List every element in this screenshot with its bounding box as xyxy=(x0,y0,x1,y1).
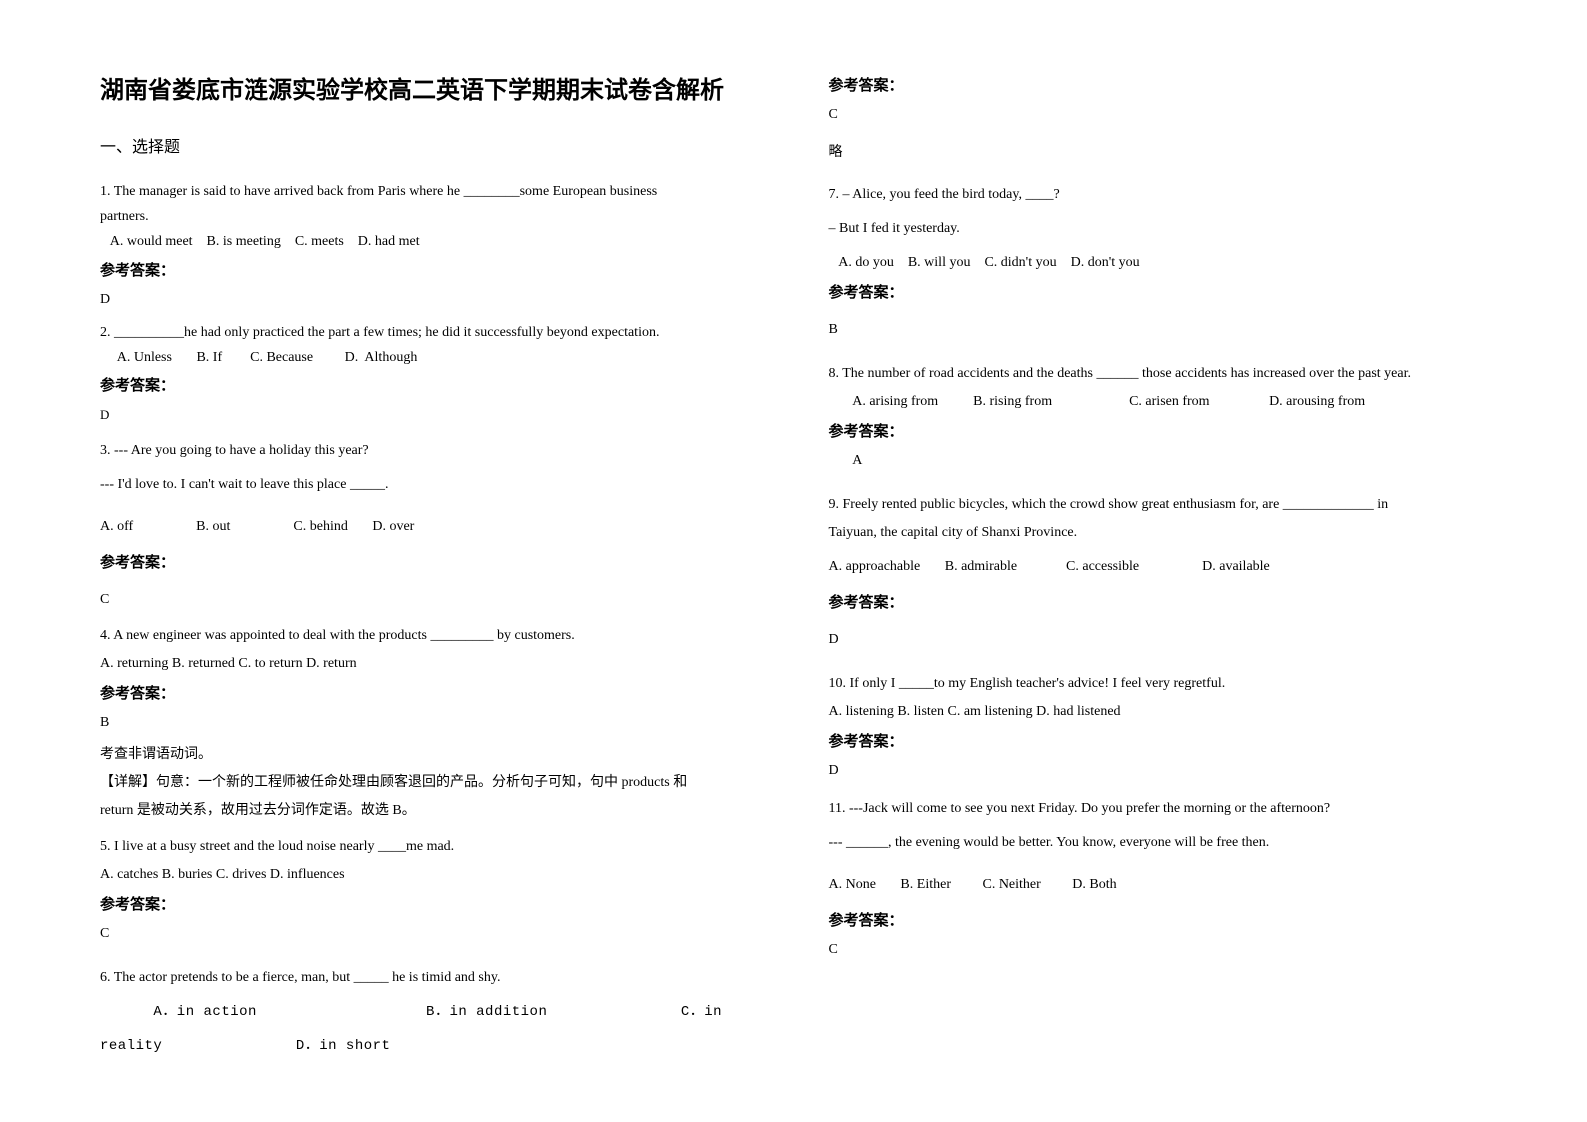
q5-ans: C xyxy=(100,926,769,942)
right-column: 参考答案： C 略 7. – Alice, you feed the bird … xyxy=(829,70,1498,1082)
q4-line1: 4. A new engineer was appointed to deal … xyxy=(100,622,769,650)
q2-ans-label: 参考答案： xyxy=(100,374,769,395)
section-heading: 一、选择题 xyxy=(100,133,769,157)
q4-options: A. returning B. returned C. to return D.… xyxy=(100,650,769,678)
q9-ans: D xyxy=(829,632,1498,648)
page-title: 湖南省娄底市涟源实验学校高二英语下学期期末试卷含解析 xyxy=(100,70,769,105)
q8-line1: 8. The number of road accidents and the … xyxy=(829,360,1498,388)
q5-ans-label: 参考答案： xyxy=(100,893,769,914)
question-2: 2. __________he had only practiced the p… xyxy=(100,320,769,433)
q1-ans: D xyxy=(100,292,769,308)
q11-line1: 11. ---Jack will come to see you next Fr… xyxy=(829,795,1498,823)
q9-ans-label: 参考答案： xyxy=(829,591,1498,612)
q5-line1: 5. I live at a busy street and the loud … xyxy=(100,833,769,861)
q10-ans: D xyxy=(829,763,1498,779)
q2-options: A. Unless B. If C. Because D. Although xyxy=(100,345,769,370)
q11-ans-label: 参考答案： xyxy=(829,909,1498,930)
q2-ans: D xyxy=(100,407,769,423)
q8-ans: A xyxy=(829,453,1498,469)
q7-line1: 7. – Alice, you feed the bird today, ___… xyxy=(829,181,1498,209)
q8-ans-label: 参考答案： xyxy=(829,420,1498,441)
question-10: 10. If only I _____to my English teacher… xyxy=(829,670,1498,789)
q6-options-1: A．in action B．in addition C．in xyxy=(100,998,769,1026)
q1-ans-label: 参考答案： xyxy=(100,259,769,280)
q11-ans: C xyxy=(829,942,1498,958)
q4-ans: B xyxy=(100,715,769,731)
q7-options: A. do you B. will you C. didn't you D. d… xyxy=(829,249,1498,277)
q4-exp3: return 是被动关系，故用过去分词作定语。故选 B。 xyxy=(100,797,769,825)
q3-line1: 3. --- Are you going to have a holiday t… xyxy=(100,437,769,465)
question-8: 8. The number of road accidents and the … xyxy=(829,360,1498,479)
q3-ans-label: 参考答案： xyxy=(100,551,769,572)
q7-line2: – But I fed it yesterday. xyxy=(829,215,1498,243)
q2-line1: 2. __________he had only practiced the p… xyxy=(100,320,769,345)
q4-ans-label: 参考答案： xyxy=(100,682,769,703)
q3-options: A. off B. out C. behind D. over xyxy=(100,513,769,541)
q3-ans: C xyxy=(100,592,769,608)
question-7: 7. – Alice, you feed the bird today, ___… xyxy=(829,181,1498,348)
q8-options: A. arising from B. rising from C. arisen… xyxy=(829,388,1498,416)
q9-line1: 9. Freely rented public bicycles, which … xyxy=(829,491,1498,519)
question-9: 9. Freely rented public bicycles, which … xyxy=(829,491,1498,658)
q10-line1: 10. If only I _____to my English teacher… xyxy=(829,670,1498,698)
q9-line2: Taiyuan, the capital city of Shanxi Prov… xyxy=(829,519,1498,547)
q6-line1: 6. The actor pretends to be a fierce, ma… xyxy=(100,964,769,992)
question-11: 11. ---Jack will come to see you next Fr… xyxy=(829,795,1498,968)
question-1: 1. The manager is said to have arrived b… xyxy=(100,179,769,318)
q7-ans-label: 参考答案： xyxy=(829,281,1498,302)
q4-exp1: 考查非谓语动词。 xyxy=(100,741,769,769)
q6-ans-label: 参考答案： xyxy=(829,74,1498,95)
q11-line2: --- ______, the evening would be better.… xyxy=(829,829,1498,857)
q4-exp2: 【详解】句意：一个新的工程师被任命处理由顾客退回的产品。分析句子可知，句中 pr… xyxy=(100,769,769,797)
q6-ans: C xyxy=(829,107,1498,123)
q6-options-2: reality D．in short xyxy=(100,1032,769,1060)
q7-ans: B xyxy=(829,322,1498,338)
q10-options: A. listening B. listen C. am listening D… xyxy=(829,698,1498,726)
q1-options: A. would meet B. is meeting C. meets D. … xyxy=(100,229,769,254)
q9-options: A. approachable B. admirable C. accessib… xyxy=(829,553,1498,581)
left-column: 湖南省娄底市涟源实验学校高二英语下学期期末试卷含解析 一、选择题 1. The … xyxy=(100,70,769,1082)
q10-ans-label: 参考答案： xyxy=(829,730,1498,751)
q3-line2: --- I'd love to. I can't wait to leave t… xyxy=(100,471,769,499)
q1-line2: partners. xyxy=(100,204,769,229)
q11-options: A. None B. Either C. Neither D. Both xyxy=(829,871,1498,899)
question-3: 3. --- Are you going to have a holiday t… xyxy=(100,437,769,618)
question-4: 4. A new engineer was appointed to deal … xyxy=(100,622,769,825)
question-5: 5. I live at a busy street and the loud … xyxy=(100,833,769,952)
question-6: 6. The actor pretends to be a fierce, ma… xyxy=(100,964,769,1060)
q5-options: A. catches B. buries C. drives D. influe… xyxy=(100,861,769,889)
q1-line1: 1. The manager is said to have arrived b… xyxy=(100,179,769,204)
q6-note: 略 xyxy=(829,139,1498,167)
